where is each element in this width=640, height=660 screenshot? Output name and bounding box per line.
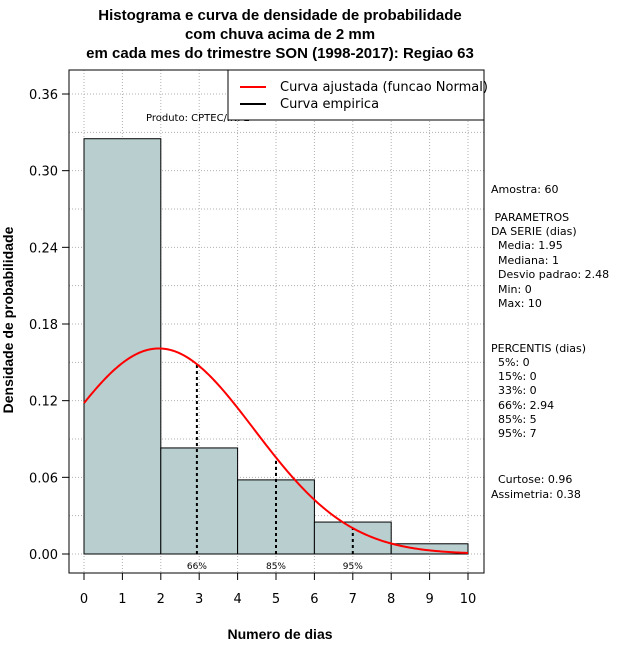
x-tick-label: 9	[425, 592, 433, 607]
percentile-label-2: 85%	[266, 562, 286, 572]
stat-min: Min: 0	[491, 283, 532, 296]
x-tick-label: 2	[157, 592, 165, 607]
sample-size: Amostra: 60	[491, 183, 559, 196]
histogram-bar-4	[313, 521, 392, 555]
stat-p33: 33%: 0	[491, 384, 537, 397]
histogram-bars	[83, 138, 469, 555]
x-tick-label: 0	[80, 592, 88, 607]
stat-p5: 5%: 0	[491, 356, 530, 369]
stat-p15: 15%: 0	[491, 370, 537, 383]
x-tick-label: 10	[460, 592, 477, 607]
y-tick-label: 0.36	[29, 88, 58, 103]
x-axis-label: Numero de dias	[227, 626, 333, 642]
y-tick-label: 0.24	[29, 241, 58, 256]
x-axis: 0 1 2 3 4 5 6 7 8 9 10	[80, 572, 477, 607]
y-tick-label: 0.18	[29, 318, 58, 333]
x-tick-label: 5	[272, 592, 280, 607]
chart-title-line-3: em cada mes do trimestre SON (1998-2017)…	[86, 45, 474, 62]
y-tick-label: 0.06	[29, 471, 58, 486]
x-tick-label: 6	[310, 592, 318, 607]
stat-max: Max: 10	[491, 297, 542, 310]
stat-median: Mediana: 1	[491, 254, 559, 267]
percentiles-title: PERCENTIS (dias)	[491, 342, 587, 355]
percentile-label-3: 95%	[343, 562, 363, 572]
stat-p66: 66%: 2.94	[491, 399, 555, 412]
params-title-2: DA SERIE (dias)	[491, 225, 577, 238]
y-tick-label: 0.12	[29, 395, 58, 410]
x-tick-label: 4	[233, 592, 241, 607]
legend: Curva ajustada (funcao Normal) Curva emp…	[227, 69, 488, 121]
product-label: Produto: CPTEC/INPE	[146, 113, 250, 124]
legend-box	[227, 69, 485, 121]
stat-p85: 85%: 5	[491, 413, 537, 426]
x-tick-label: 1	[118, 592, 126, 607]
chart-title-line-2: com chuva acima de 2 mm	[184, 26, 376, 43]
stat-kurtosis: Curtose: 0.96	[491, 473, 573, 486]
percentile-label-1: 66%	[187, 562, 207, 572]
legend-empirical-label: Curva empirica	[280, 97, 379, 112]
x-tick-label: 8	[387, 592, 395, 607]
params-title-1: PARAMETROS	[491, 211, 570, 224]
histogram-bar-1	[83, 138, 162, 555]
chart-title-line-1: Histograma e curva de densidade de proba…	[98, 7, 462, 24]
stat-mean: Media: 1.95	[491, 239, 563, 252]
stat-skewness: Assimetria: 0.38	[491, 488, 581, 501]
x-tick-label: 7	[349, 592, 357, 607]
histogram-bar-2	[160, 447, 239, 555]
y-axis-label: Densidade de probabilidade	[0, 226, 16, 414]
normal-fit-curve	[83, 347, 469, 554]
stat-sd: Desvio padrao: 2.48	[491, 268, 610, 281]
legend-fitted-label: Curva ajustada (funcao Normal)	[280, 80, 488, 95]
y-tick-label: 0.00	[29, 548, 58, 563]
stat-p95: 95%: 7	[491, 427, 537, 440]
percentile-lines: 66% 85% 95%	[187, 364, 363, 572]
y-tick-label: 0.30	[29, 165, 58, 180]
y-axis: 0.00 0.06 0.12 0.18 0.24 0.30 0.36	[29, 88, 70, 563]
x-tick-label: 3	[195, 592, 203, 607]
